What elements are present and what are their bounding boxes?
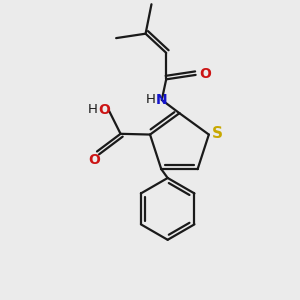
Text: H: H <box>88 103 98 116</box>
Text: H: H <box>146 93 155 106</box>
Text: O: O <box>98 103 110 117</box>
Text: N: N <box>156 93 168 107</box>
Text: O: O <box>199 67 211 81</box>
Text: O: O <box>88 153 100 167</box>
Text: S: S <box>212 126 223 141</box>
